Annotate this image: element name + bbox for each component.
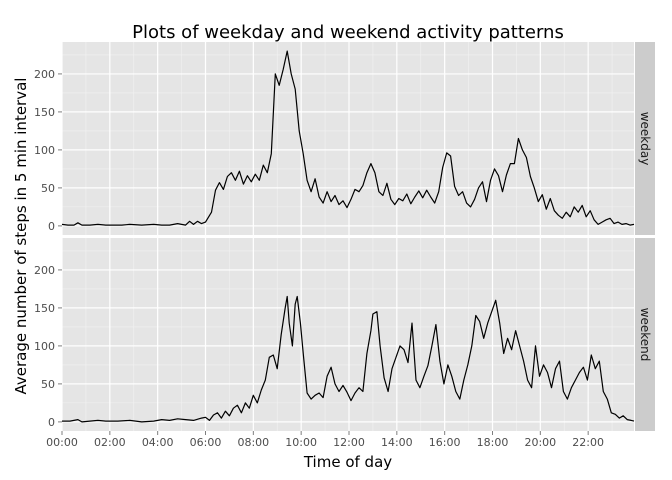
panel-weekend: 0 50 100 150 200 weekend 00:00 02:00 04:00 06:00 0… [34, 238, 655, 449]
facet-panels: 0 50 100 150 200 weekday 0 50 100 150 200 weekend 00… [34, 42, 655, 449]
x-tick-label: 14:00 [381, 436, 413, 449]
x-tick-label: 00:00 [46, 436, 78, 449]
facet-strip [635, 42, 655, 235]
y-tick-label: 50 [41, 378, 55, 391]
x-tick-label: 18:00 [477, 436, 509, 449]
facet-strip-label: weekday [638, 112, 652, 166]
facet-strip [635, 238, 655, 431]
x-tick-label: 08:00 [237, 436, 269, 449]
y-axis-title: Average number of steps in 5 min interva… [12, 78, 30, 395]
x-tick-label: 22:00 [572, 436, 604, 449]
x-tick-label: 16:00 [429, 436, 461, 449]
y-tick-label: 0 [48, 416, 55, 429]
y-tick-label: 50 [41, 182, 55, 195]
x-tick-label: 06:00 [190, 436, 222, 449]
series-line-weekend [62, 295, 635, 423]
y-tick-label: 100 [34, 340, 55, 353]
x-tick-label: 20:00 [524, 436, 556, 449]
x-tick-label: 12:00 [333, 436, 365, 449]
x-tick-label: 04:00 [142, 436, 174, 449]
y-tick-label: 150 [34, 106, 55, 119]
x-tick-label: 02:00 [94, 436, 126, 449]
y-tick-label: 200 [34, 68, 55, 81]
panel-weekday: 0 50 100 150 200 weekday [34, 42, 655, 235]
x-tick-label: 10:00 [285, 436, 317, 449]
x-axis-title: Time of day [303, 453, 392, 471]
chart-title: Plots of weekday and weekend activity pa… [132, 22, 564, 43]
y-tick-label: 100 [34, 144, 55, 157]
y-tick-label: 0 [48, 220, 55, 233]
series-line-weekday [61, 50, 635, 226]
y-tick-label: 200 [34, 264, 55, 277]
facet-strip-label: weekend [638, 308, 652, 362]
panel-background [62, 238, 634, 431]
y-tick-label: 150 [34, 302, 55, 315]
